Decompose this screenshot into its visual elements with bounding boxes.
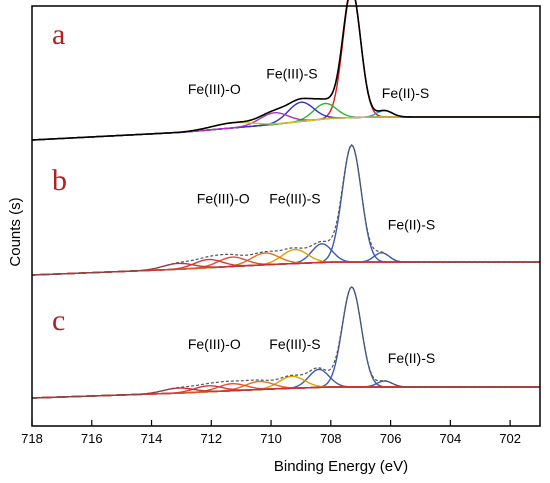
x-tick-label-702: 702 <box>499 431 521 446</box>
panel-c-envelope <box>32 286 540 399</box>
panel-b-annotation-2: Fe(II)-S <box>388 216 435 232</box>
x-tick-label-710: 710 <box>260 431 282 446</box>
x-tick-label-708: 708 <box>320 431 342 446</box>
panel-a-annotation-0: Fe(III)-O <box>188 81 241 97</box>
panel-b-annotation-0: Fe(III)-O <box>197 191 250 207</box>
x-tick-label-712: 712 <box>200 431 222 446</box>
panel-a-component-2 <box>31 102 540 141</box>
panel-label-b: b <box>52 164 67 197</box>
panel-b-component-0 <box>31 144 540 276</box>
panel-a-envelope <box>31 0 540 141</box>
panel-c-annotation-1: Fe(III)-S <box>269 336 320 352</box>
panel-c-component-2 <box>32 368 540 399</box>
plot-frame <box>31 5 541 427</box>
panel-b: b Fe(III)-O Fe(III)-S Fe(II)-S <box>31 144 540 276</box>
panel-c-component-7 <box>32 386 540 399</box>
panel-c-annotation-2: Fe(II)-S <box>388 350 435 366</box>
panel-b-component-7 <box>31 261 540 276</box>
panel-b-annotation-1: Fe(III)-S <box>269 191 320 207</box>
panel-a-component-3 <box>31 101 540 141</box>
ylabel-group: Counts (s) <box>7 197 24 266</box>
x-tick-label-714: 714 <box>141 431 163 446</box>
plot-area: a Fe(III)-O Fe(III)-S Fe(II)-S b Fe(III)-O Fe(… <box>31 0 540 399</box>
y-axis-title: Counts (s) <box>7 197 24 266</box>
x-tick-label-706: 706 <box>380 431 402 446</box>
x-tick-label-704: 704 <box>440 431 462 446</box>
x-tick-label-718: 718 <box>21 431 43 446</box>
x-axis-title: Binding Energy (eV) <box>274 458 408 475</box>
panel-a-annotation-2: Fe(II)-S <box>382 85 429 101</box>
panel-c: c Fe(III)-O Fe(III)-S Fe(II)-S <box>32 286 540 399</box>
x-ticks: 718 716 714 712 710 708 706 704 702 <box>21 420 521 446</box>
panel-c-annotation-0: Fe(III)-O <box>188 336 241 352</box>
panel-a: a Fe(III)-O Fe(III)-S Fe(II)-S <box>31 0 540 141</box>
panel-label-c: c <box>52 304 65 337</box>
x-tick-label-716: 716 <box>81 431 103 446</box>
panel-label-a: a <box>52 18 65 51</box>
panel-b-envelope <box>31 144 540 276</box>
panel-a-annotation-1: Fe(III)-S <box>266 66 317 82</box>
